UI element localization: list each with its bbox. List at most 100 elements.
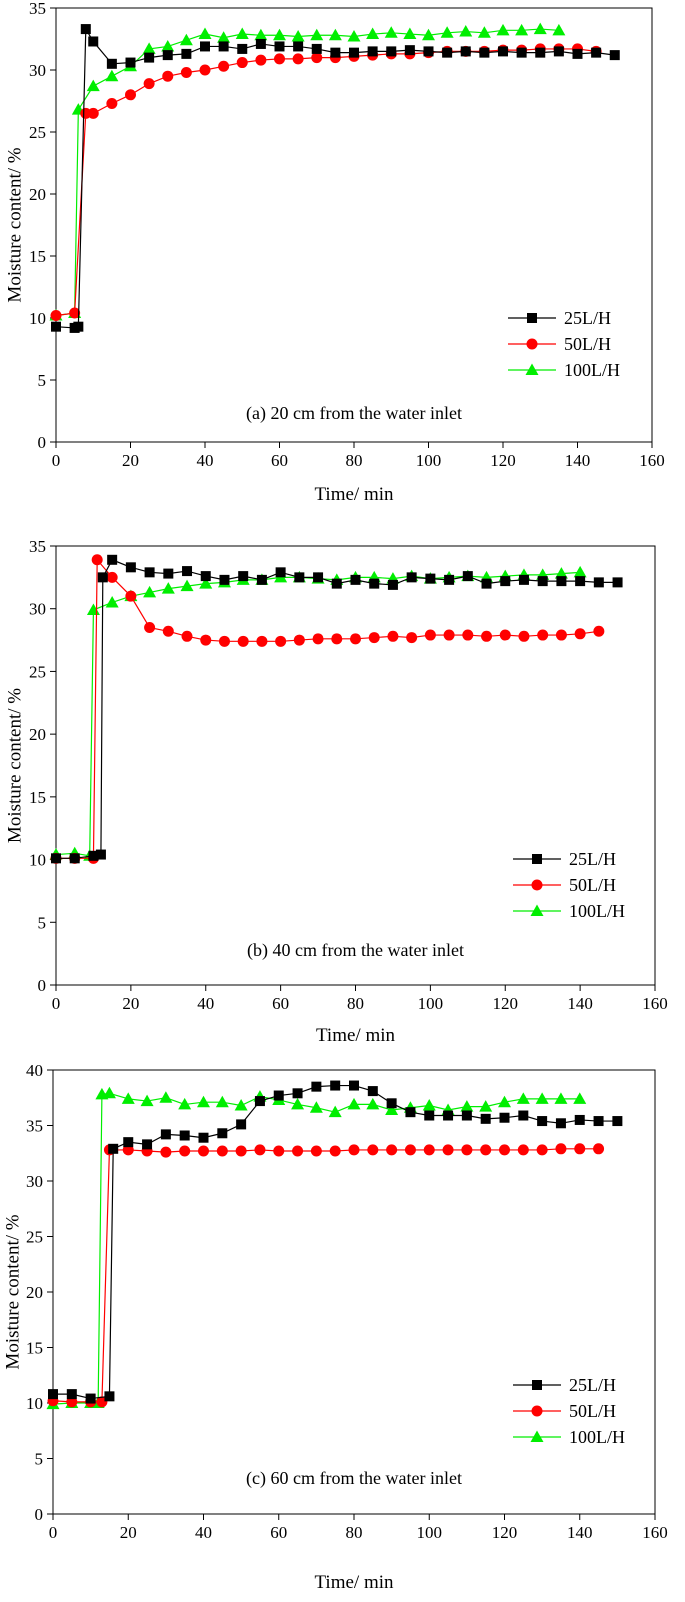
data-point xyxy=(104,1391,115,1402)
data-point xyxy=(386,1144,398,1156)
data-point xyxy=(537,1116,548,1127)
data-point xyxy=(499,1112,510,1123)
data-point xyxy=(218,60,230,72)
legend-marker xyxy=(530,1430,544,1442)
panel-annotation: (a) 20 cm from the water inlet xyxy=(246,403,462,424)
legend-marker xyxy=(531,879,543,891)
data-point xyxy=(313,572,324,583)
y-tick-label: 35 xyxy=(26,1117,43,1136)
data-point xyxy=(367,1086,378,1097)
data-point xyxy=(406,572,417,583)
data-point xyxy=(366,1097,380,1110)
legend-label: 50L/H xyxy=(569,1401,616,1421)
legend-label: 25L/H xyxy=(569,1375,616,1395)
data-point xyxy=(462,571,473,582)
data-point xyxy=(518,574,529,585)
data-point xyxy=(424,1110,435,1121)
data-point xyxy=(181,630,193,642)
data-point xyxy=(88,850,99,861)
data-point xyxy=(162,625,174,637)
data-point xyxy=(328,28,342,41)
data-point xyxy=(461,1110,472,1121)
data-point xyxy=(535,1092,549,1104)
data-point xyxy=(403,27,417,40)
data-point xyxy=(554,567,568,579)
data-point xyxy=(481,578,492,589)
data-point xyxy=(536,1144,548,1156)
data-point xyxy=(144,567,155,578)
data-point xyxy=(517,1144,529,1156)
data-point xyxy=(256,574,267,585)
data-point xyxy=(537,576,548,587)
data-point xyxy=(554,1092,568,1104)
data-point xyxy=(309,1101,323,1113)
data-point xyxy=(440,26,454,38)
data-point xyxy=(80,24,91,35)
data-point xyxy=(275,635,287,647)
x-tick-label: 0 xyxy=(52,451,61,470)
data-point xyxy=(237,43,248,54)
data-point xyxy=(256,635,268,647)
data-point xyxy=(311,52,323,64)
data-point xyxy=(181,48,192,59)
data-point xyxy=(66,1389,77,1400)
data-point xyxy=(442,1144,454,1156)
legend-label: 50L/H xyxy=(564,334,611,354)
data-point xyxy=(444,574,455,585)
series-line xyxy=(55,571,581,857)
y-tick-label: 0 xyxy=(38,976,47,995)
data-point xyxy=(200,41,210,52)
y-tick-label: 20 xyxy=(29,185,46,204)
data-point xyxy=(442,47,453,58)
y-axis-label: Moisture content/ % xyxy=(2,1214,23,1369)
data-point xyxy=(198,27,212,40)
data-point xyxy=(108,1143,119,1154)
data-point xyxy=(533,22,547,35)
y-tick-label: 20 xyxy=(29,725,46,744)
data-point xyxy=(459,25,473,37)
data-point xyxy=(331,578,342,589)
data-point xyxy=(162,50,173,61)
plot-frame xyxy=(55,7,653,443)
data-point xyxy=(518,630,530,642)
data-point xyxy=(310,28,324,41)
data-point xyxy=(350,633,361,645)
data-point xyxy=(254,1096,265,1107)
y-tick-label: 10 xyxy=(29,851,46,870)
data-point xyxy=(199,577,213,589)
data-point xyxy=(179,33,193,46)
data-point xyxy=(236,57,248,69)
data-point xyxy=(86,603,100,615)
data-point xyxy=(254,1144,266,1156)
y-tick-label: 30 xyxy=(29,61,46,80)
data-point xyxy=(219,574,230,585)
data-point xyxy=(50,310,62,322)
data-point xyxy=(481,630,493,642)
y-tick-label: 5 xyxy=(38,371,47,390)
y-tick-label: 25 xyxy=(29,662,46,681)
data-point xyxy=(236,1119,247,1130)
data-point xyxy=(161,582,175,594)
series-line xyxy=(56,559,618,859)
data-point xyxy=(573,565,587,578)
data-point xyxy=(328,1105,342,1118)
data-point xyxy=(404,1144,416,1156)
data-point xyxy=(274,53,285,65)
data-point xyxy=(216,1145,228,1157)
data-point xyxy=(293,634,305,646)
x-tick-label: 80 xyxy=(346,451,363,470)
data-point xyxy=(574,1114,585,1125)
data-point xyxy=(367,46,378,57)
data-point xyxy=(217,31,231,43)
data-point xyxy=(180,66,192,78)
data-point xyxy=(293,41,304,52)
x-tick-label: 40 xyxy=(197,994,214,1013)
panel-annotation: (c) 60 cm from the water inlet xyxy=(246,1468,462,1489)
data-point xyxy=(425,573,436,584)
x-tick-label: 100 xyxy=(417,1523,443,1542)
data-point xyxy=(516,47,527,58)
y-tick-label: 30 xyxy=(26,1172,43,1191)
data-point xyxy=(215,1095,229,1108)
x-tick-label: 20 xyxy=(122,994,139,1013)
data-point xyxy=(48,1389,58,1400)
